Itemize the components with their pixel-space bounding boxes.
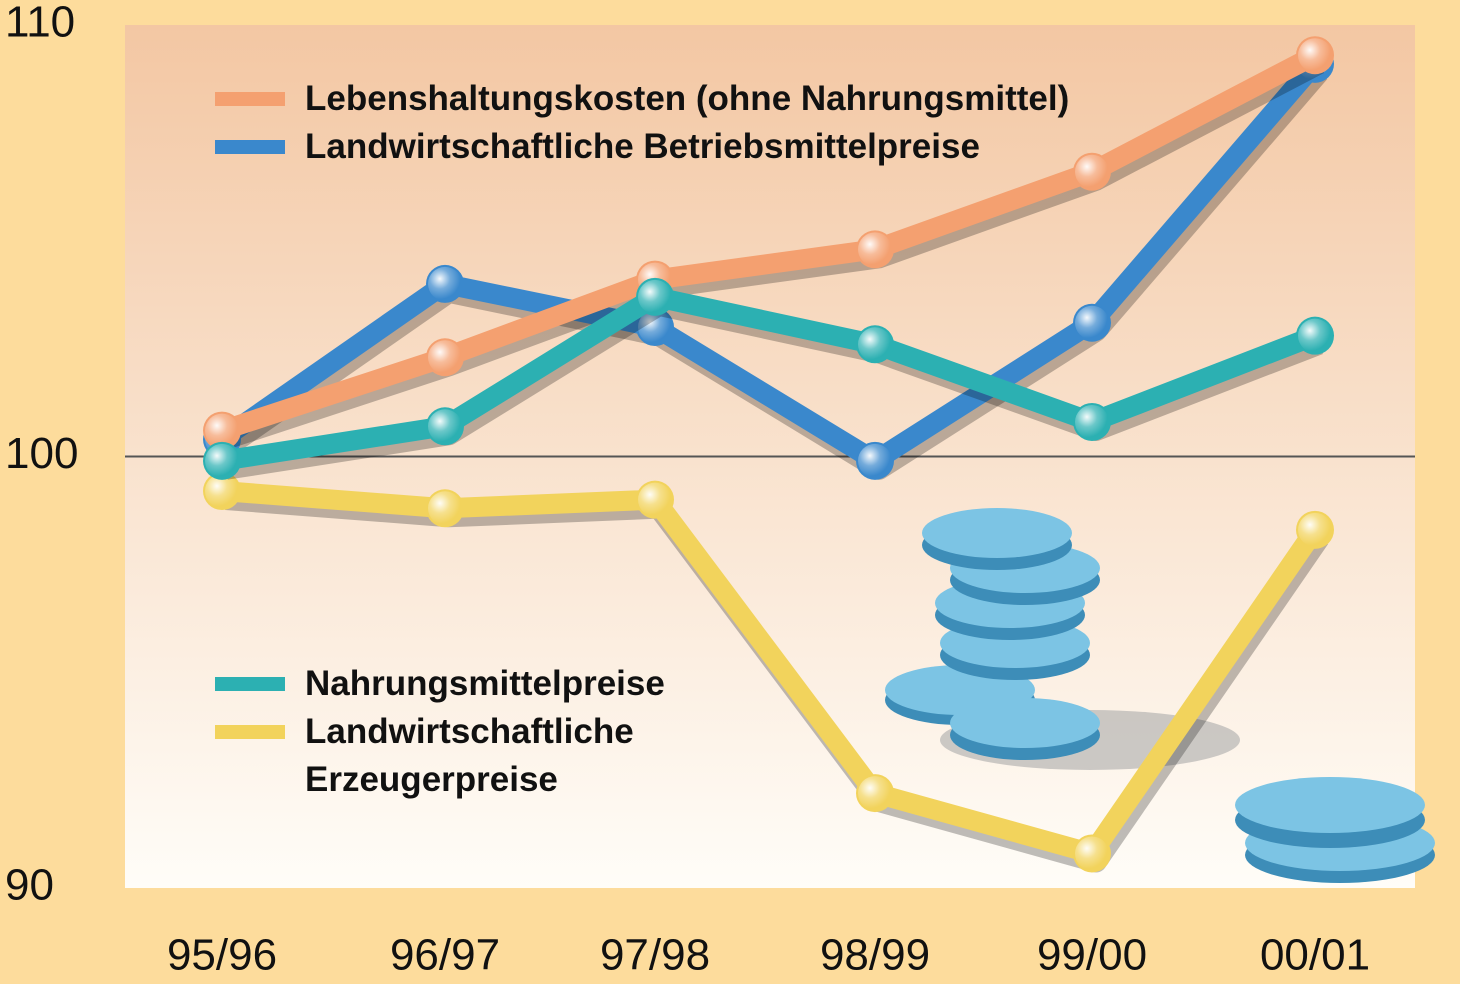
legend-swatch	[215, 92, 285, 106]
legend-swatch	[215, 677, 285, 691]
legend-item: Landwirtschaftliche Erzeugerpreise	[215, 708, 685, 804]
legend-swatch	[215, 140, 285, 154]
x-tick-label: 99/00	[1037, 931, 1147, 980]
legend-item: Lebenshaltungskosten (ohne Nahrungsmitte…	[215, 75, 1069, 123]
y-tick-label: 90	[5, 861, 54, 910]
legend-label: Lebenshaltungskosten (ohne Nahrungsmitte…	[305, 79, 1069, 118]
marker-highlight	[1075, 836, 1109, 870]
marker-highlight	[1075, 155, 1109, 189]
legend-swatch	[215, 725, 285, 739]
marker-highlight	[205, 444, 239, 478]
marker-highlight	[1298, 513, 1332, 547]
y-tick-label: 100	[5, 429, 78, 478]
marker-highlight	[858, 232, 892, 266]
legend-label: Landwirtschaftliche Erzeugerpreise	[305, 712, 634, 799]
legend-label: Nahrungsmittelpreise	[305, 664, 665, 703]
x-tick-label: 96/97	[390, 931, 500, 980]
marker-highlight	[1298, 38, 1332, 72]
marker-highlight	[638, 280, 672, 314]
legend: Nahrungsmittelpreise Landwirtschaftliche …	[215, 660, 685, 804]
legend-item: Landwirtschaftliche Betriebsmittelpreise	[215, 123, 1069, 171]
marker-highlight	[428, 491, 462, 525]
marker-highlight	[638, 483, 672, 517]
marker-highlight	[858, 327, 892, 361]
marker-highlight	[428, 267, 462, 301]
page: 90 100 110 95/96 96/97 97/98 98/99 99/00 00/01 L…	[0, 0, 1460, 984]
x-tick-label: 98/99	[820, 931, 930, 980]
marker-highlight	[1298, 319, 1332, 353]
marker-highlight	[858, 776, 892, 810]
marker-highlight	[1075, 405, 1109, 439]
x-tick-label: 95/96	[167, 931, 277, 980]
legend-item: Nahrungsmittelpreise	[215, 660, 685, 708]
marker-highlight	[858, 444, 892, 478]
y-tick-label: 110	[5, 0, 75, 47]
legend: Lebenshaltungskosten (ohne Nahrungsmitte…	[215, 75, 1069, 171]
marker-highlight	[1075, 306, 1109, 340]
x-tick-label: 97/98	[600, 931, 710, 980]
legend-label: Landwirtschaftliche Betriebsmittelpreise	[305, 127, 980, 166]
marker-highlight	[428, 340, 462, 374]
x-tick-label: 00/01	[1260, 931, 1370, 980]
marker-highlight	[428, 409, 462, 443]
